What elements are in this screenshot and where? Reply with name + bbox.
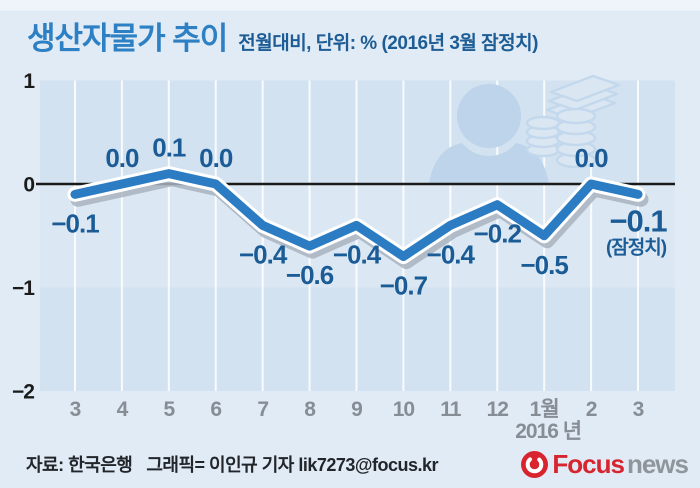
trend-line bbox=[70, 169, 643, 261]
focusnews-logo: Focus news bbox=[520, 448, 689, 480]
point-label: −0.4 bbox=[333, 239, 382, 269]
point-label: −0.4 bbox=[427, 239, 476, 269]
point-label: 0.0 bbox=[575, 143, 609, 173]
point-labels: −0.10.0 0.1 0.0−0.4−0.6−0.4−0.7−0.4−0.2−0.… bbox=[51, 133, 668, 301]
point-label: −0.6 bbox=[286, 260, 334, 290]
x-tick-label: 3 bbox=[633, 398, 644, 421]
y-tick-label: 0 bbox=[23, 174, 34, 197]
point-label: −0.1 bbox=[51, 208, 99, 238]
point-label: −0.2 bbox=[474, 219, 522, 249]
x-tick-label: 4 bbox=[117, 398, 129, 421]
point-label: 0.0 bbox=[199, 143, 233, 173]
focusnews-logo-icon bbox=[521, 450, 549, 478]
x-tick-label: 9 bbox=[351, 398, 362, 421]
point-label: −0.4 bbox=[239, 239, 288, 269]
footer: 자료: 한국은행 그래픽= 이인규 기자 lik7273@focus.kr Foc… bbox=[26, 446, 689, 482]
point-label: 0.0 bbox=[105, 143, 139, 173]
x-tick-label: 8 bbox=[304, 398, 316, 421]
y-tick-label: 1 bbox=[23, 70, 35, 93]
final-point-label: −0.1 bbox=[609, 203, 667, 238]
y-tick-label: −1 bbox=[12, 277, 35, 300]
credit-text: 그래픽= 이인규 기자 lik7273@focus.kr bbox=[146, 455, 438, 475]
x-tick-label: 3 bbox=[70, 398, 81, 421]
x-tick-label: 10 bbox=[393, 398, 415, 421]
final-point-note: (잠정치) bbox=[606, 236, 667, 258]
x-tick-label: 2 bbox=[586, 398, 597, 421]
point-label: 0.1 bbox=[152, 133, 186, 163]
point-label: −0.7 bbox=[380, 270, 428, 300]
money-icon bbox=[525, 74, 621, 169]
x-tick-label: 11 bbox=[440, 398, 462, 421]
logo-news-text: news bbox=[626, 448, 689, 479]
page-title: 생산자물가 추이 bbox=[27, 21, 228, 56]
x-tick-label: 5 bbox=[163, 398, 175, 421]
source-text: 자료: 한국은행 bbox=[26, 455, 133, 475]
header: 생산자물가 추이 전월대비, 단위: % (2016년 3월 잠정치) bbox=[27, 13, 538, 58]
y-tick-label: −2 bbox=[12, 381, 34, 404]
x-tick-label: 1월 bbox=[530, 398, 559, 421]
logo-focus-text: Focus bbox=[552, 448, 625, 479]
page-subtitle: 전월대비, 단위: % (2016년 3월 잠정치) bbox=[238, 33, 538, 54]
trend-line-group bbox=[67, 166, 649, 269]
person-icon bbox=[429, 84, 549, 184]
x-tick-label: 6 bbox=[210, 398, 221, 421]
x-tick-label: 7 bbox=[257, 398, 268, 421]
footer-credits: 자료: 한국은행 그래픽= 이인규 기자 lik7273@focus.kr bbox=[26, 451, 438, 477]
x-tick-label: 12 bbox=[487, 398, 509, 421]
year-label: 2016 년 bbox=[515, 420, 581, 443]
point-label: −0.5 bbox=[521, 250, 569, 280]
watermark bbox=[429, 74, 621, 184]
